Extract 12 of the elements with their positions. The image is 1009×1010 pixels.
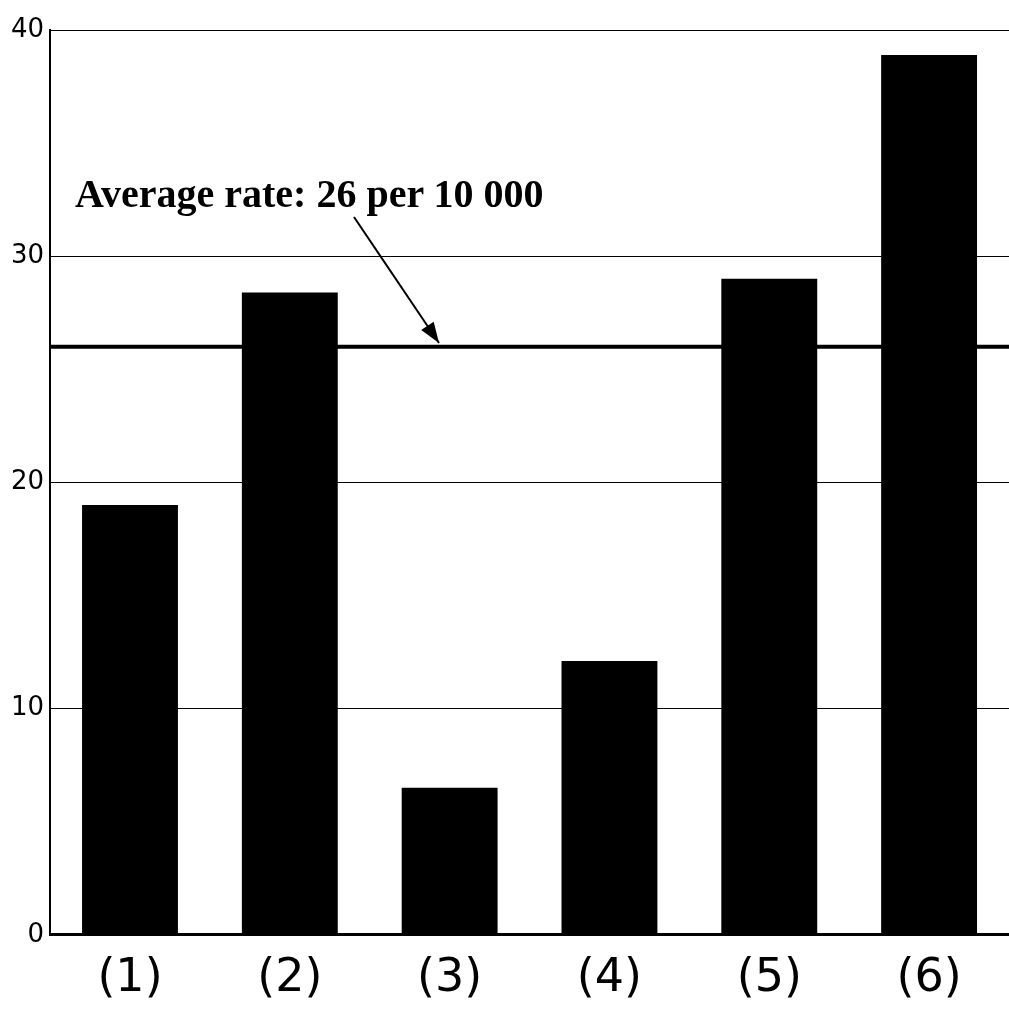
y-tick-label: 10 xyxy=(10,691,45,722)
x-tick-label: (1) xyxy=(97,948,163,1003)
x-tick-label: (4) xyxy=(576,948,643,1003)
x-tick-label: (3) xyxy=(417,948,483,1003)
x-tick-label: (2) xyxy=(257,948,323,1003)
x-tick-label: (6) xyxy=(896,948,962,1003)
y-tick-label: 40 xyxy=(10,12,45,43)
x-tick-label: (5) xyxy=(736,948,802,1003)
y-tick-label: 0 xyxy=(27,917,45,948)
y-tick-label: 30 xyxy=(10,238,45,269)
y-tick-label: 20 xyxy=(10,465,45,496)
ref-line-label: Average rate: 26 per 10 000 xyxy=(75,170,544,216)
